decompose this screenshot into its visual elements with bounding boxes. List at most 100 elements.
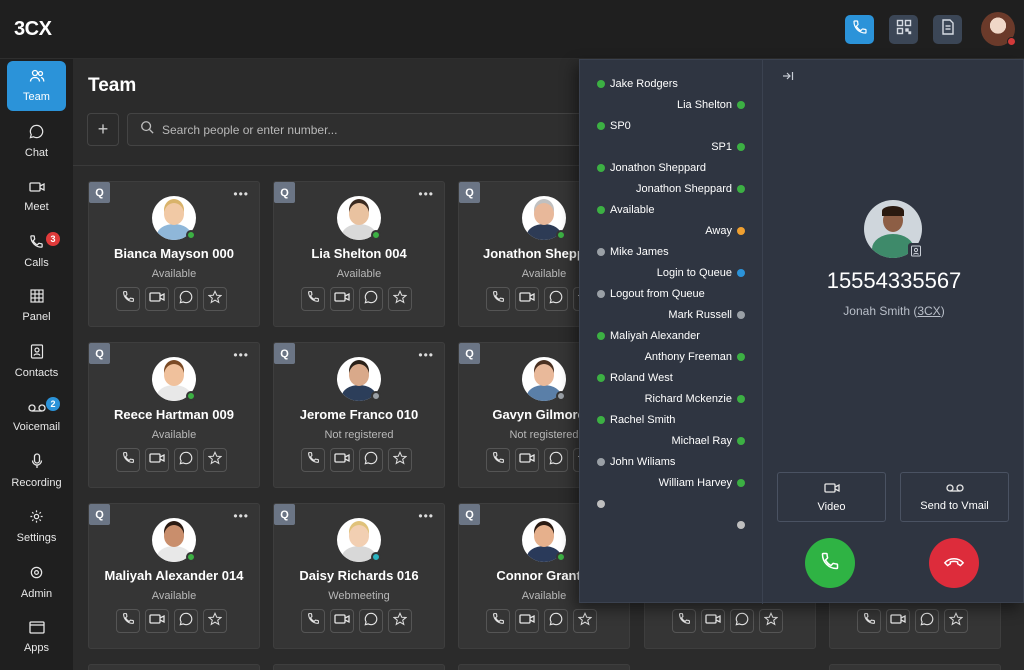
video-action-button[interactable] bbox=[701, 609, 725, 633]
send-to-voicemail-button[interactable]: Send to Vmail bbox=[900, 472, 1009, 522]
video-action-button[interactable] bbox=[515, 609, 539, 633]
star-action-button[interactable] bbox=[944, 609, 968, 633]
more-options-icon[interactable]: ••• bbox=[418, 509, 434, 523]
chat-action-button[interactable] bbox=[174, 609, 198, 633]
qr-code-button[interactable] bbox=[889, 15, 918, 44]
caller-company-link[interactable]: 3CX bbox=[917, 304, 941, 318]
phone-action-button[interactable] bbox=[301, 609, 325, 633]
presence-list-item[interactable]: John Wiliams bbox=[597, 455, 675, 469]
video-action-button[interactable] bbox=[330, 287, 354, 311]
video-action-button[interactable] bbox=[515, 287, 539, 311]
sidebar-item-settings[interactable]: Settings bbox=[7, 501, 66, 551]
phone-button[interactable] bbox=[845, 15, 874, 44]
presence-list-item[interactable]: SP0 bbox=[597, 119, 631, 133]
answer-call-button[interactable] bbox=[805, 538, 855, 588]
chat-action-button[interactable] bbox=[174, 448, 198, 472]
presence-list-item[interactable]: SP1 bbox=[711, 140, 745, 154]
presence-list-item[interactable]: William Harvey bbox=[659, 476, 745, 490]
video-action-button[interactable] bbox=[330, 609, 354, 633]
search-bar[interactable] bbox=[127, 113, 587, 146]
team-card[interactable]: Q ••• Lia Shelton 004 Available bbox=[273, 181, 445, 327]
team-card[interactable]: Q ••• Jerome Franco 010 Not registered bbox=[273, 342, 445, 488]
phone-action-button[interactable] bbox=[486, 287, 510, 311]
chat-action-button[interactable] bbox=[544, 448, 568, 472]
presence-list-item[interactable]: Jonathon Sheppard bbox=[597, 161, 706, 175]
presence-list-item[interactable]: Jake Rodgers bbox=[597, 77, 678, 91]
team-card[interactable]: Q ••• Reece Hartman 009 Available bbox=[88, 342, 260, 488]
star-action-button[interactable] bbox=[759, 609, 783, 633]
video-action-button[interactable] bbox=[886, 609, 910, 633]
chat-action-button[interactable] bbox=[359, 609, 383, 633]
star-action-button[interactable] bbox=[573, 609, 597, 633]
sidebar-item-recording[interactable]: Recording bbox=[7, 446, 66, 496]
add-button[interactable]: + bbox=[87, 113, 119, 146]
star-action-button[interactable] bbox=[388, 448, 412, 472]
presence-list-item[interactable]: Away bbox=[705, 224, 745, 238]
collapse-panel-icon[interactable] bbox=[782, 68, 794, 86]
chat-action-button[interactable] bbox=[359, 448, 383, 472]
more-options-icon[interactable]: ••• bbox=[233, 509, 249, 523]
video-action-button[interactable] bbox=[330, 448, 354, 472]
presence-list-item[interactable]: Rachel Smith bbox=[597, 413, 675, 427]
search-input[interactable] bbox=[162, 122, 562, 137]
sidebar-item-team[interactable]: Team bbox=[7, 61, 66, 111]
presence-list-item[interactable]: Login to Queue bbox=[657, 266, 745, 280]
star-action-button[interactable] bbox=[388, 287, 412, 311]
presence-list-item[interactable] bbox=[732, 518, 745, 532]
phone-action-button[interactable] bbox=[301, 448, 325, 472]
sidebar-item-voicemail[interactable]: Voicemail 2 bbox=[7, 391, 66, 441]
presence-list-item[interactable]: Richard Mckenzie bbox=[645, 392, 745, 406]
more-options-icon[interactable]: ••• bbox=[418, 348, 434, 362]
presence-list-item[interactable]: Anthony Freeman bbox=[645, 350, 745, 364]
phone-action-button[interactable] bbox=[116, 448, 140, 472]
more-options-icon[interactable]: ••• bbox=[233, 187, 249, 201]
app-logo[interactable]: 3CX bbox=[14, 18, 52, 40]
chat-action-button[interactable] bbox=[174, 287, 198, 311]
more-options-icon[interactable]: ••• bbox=[418, 187, 434, 201]
star-action-button[interactable] bbox=[203, 287, 227, 311]
presence-list-item[interactable]: Lia Shelton bbox=[677, 98, 745, 112]
phone-action-button[interactable] bbox=[672, 609, 696, 633]
chat-action-button[interactable] bbox=[544, 287, 568, 311]
document-button[interactable] bbox=[933, 15, 962, 44]
presence-list-item[interactable]: Logout from Queue bbox=[597, 287, 705, 301]
presence-list-item[interactable]: Available bbox=[597, 203, 654, 217]
video-action-button[interactable] bbox=[145, 287, 169, 311]
team-card[interactable]: Q ••• Bianca Mayson 000 Available bbox=[88, 181, 260, 327]
video-action-button[interactable] bbox=[145, 609, 169, 633]
phone-action-button[interactable] bbox=[486, 448, 510, 472]
phone-action-button[interactable] bbox=[116, 609, 140, 633]
sidebar-item-meet[interactable]: Meet bbox=[7, 171, 66, 221]
presence-list-item[interactable]: Mike James bbox=[597, 245, 669, 259]
presence-list-item[interactable] bbox=[597, 497, 610, 511]
sidebar-item-contacts[interactable]: Contacts bbox=[7, 336, 66, 386]
presence-list-item[interactable]: Jonathon Sheppard bbox=[636, 182, 745, 196]
sidebar-item-admin[interactable]: Admin bbox=[7, 557, 66, 607]
phone-action-button[interactable] bbox=[301, 287, 325, 311]
presence-list-item[interactable]: Maliyah Alexander bbox=[597, 329, 700, 343]
chat-action-button[interactable] bbox=[915, 609, 939, 633]
chat-action-button[interactable] bbox=[359, 287, 383, 311]
chat-action-button[interactable] bbox=[544, 609, 568, 633]
team-card[interactable]: Q ••• Daisy Richards 016 Webmeeting bbox=[273, 503, 445, 649]
video-action-button[interactable] bbox=[515, 448, 539, 472]
video-action-button[interactable] bbox=[145, 448, 169, 472]
sidebar-item-panel[interactable]: Panel bbox=[7, 281, 66, 331]
phone-action-button[interactable] bbox=[857, 609, 881, 633]
presence-list-item[interactable]: Michael Ray bbox=[671, 434, 745, 448]
star-action-button[interactable] bbox=[203, 609, 227, 633]
team-card[interactable]: Q ••• Maliyah Alexander 014 Available bbox=[88, 503, 260, 649]
more-options-icon[interactable]: ••• bbox=[233, 348, 249, 362]
decline-call-button[interactable] bbox=[929, 538, 979, 588]
phone-action-button[interactable] bbox=[116, 287, 140, 311]
sidebar-item-calls[interactable]: Calls 3 bbox=[7, 226, 66, 276]
sidebar-item-apps[interactable]: Apps bbox=[7, 612, 66, 662]
star-action-button[interactable] bbox=[203, 448, 227, 472]
video-button[interactable]: Video bbox=[777, 472, 886, 522]
chat-action-button[interactable] bbox=[730, 609, 754, 633]
presence-list-item[interactable]: Mark Russell bbox=[668, 308, 745, 322]
star-action-button[interactable] bbox=[388, 609, 412, 633]
presence-list-item[interactable]: Roland West bbox=[597, 371, 673, 385]
phone-action-button[interactable] bbox=[486, 609, 510, 633]
user-avatar[interactable] bbox=[981, 12, 1016, 46]
